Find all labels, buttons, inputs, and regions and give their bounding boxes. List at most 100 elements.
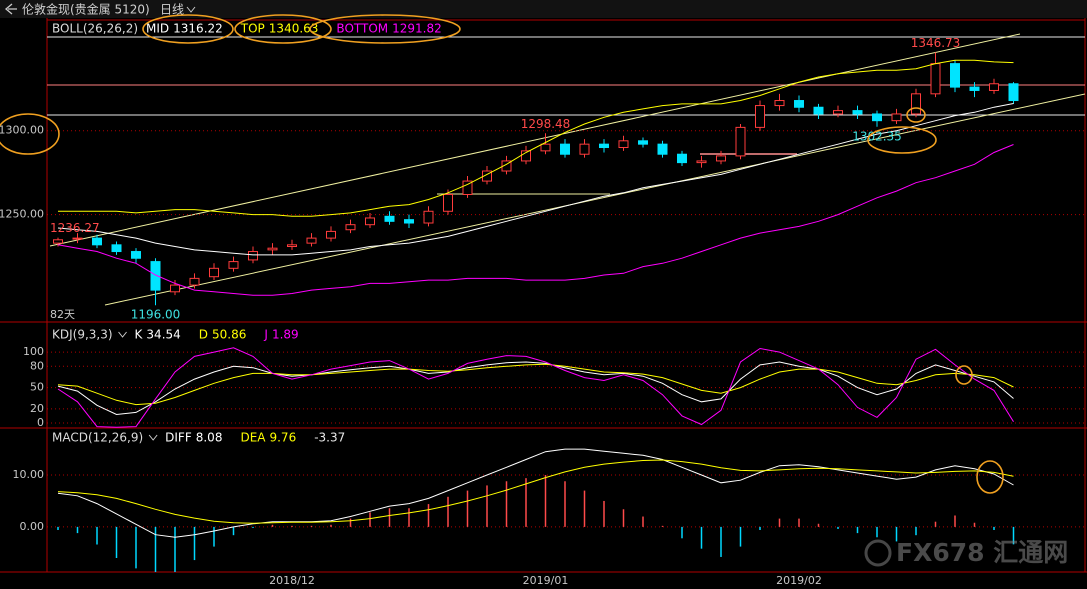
candle-body	[774, 100, 785, 107]
watermark-logo	[864, 539, 892, 567]
candle-body	[326, 230, 336, 239]
indicator-line	[58, 59, 1014, 217]
candle-body	[1008, 83, 1019, 102]
y-tick-label: 0.00	[20, 520, 45, 533]
candle-body	[599, 143, 609, 149]
legend-value: -3.37	[314, 431, 345, 445]
candle-body	[365, 217, 375, 226]
candle-body	[696, 160, 707, 164]
candle-body	[794, 100, 804, 108]
legend-name: DIFF	[165, 431, 192, 445]
indicator-line	[57, 363, 1014, 406]
highlight	[955, 365, 973, 385]
candle-body	[677, 153, 687, 164]
legend-value: 1.89	[272, 328, 299, 342]
period-label: 82天	[50, 308, 75, 321]
legend-value: 9.76	[269, 431, 296, 445]
y-tick-label: 20	[30, 402, 44, 415]
legend-name: D	[199, 328, 208, 342]
legend-name: BOTTOM	[336, 22, 388, 36]
highlight	[142, 14, 234, 44]
period-chevron[interactable]	[186, 6, 196, 13]
title-bar	[0, 0, 1087, 18]
panel	[47, 448, 1085, 572]
candle-body	[384, 215, 395, 222]
indicator-line	[57, 459, 1014, 524]
candle-body	[150, 261, 161, 291]
candle-body	[53, 239, 63, 244]
candle-body	[306, 237, 317, 244]
indicator-line	[57, 448, 1014, 538]
candle-body	[735, 126, 746, 157]
candle-body	[287, 244, 297, 247]
highlight	[234, 14, 332, 44]
indicator-line	[57, 103, 1014, 256]
candle-body	[248, 251, 258, 261]
candle-body	[228, 261, 239, 269]
panel	[47, 52, 1085, 306]
candle-body	[423, 210, 434, 224]
highlight	[0, 113, 60, 155]
y-tick-label: 80	[30, 359, 44, 372]
candle-body	[852, 110, 863, 115]
candle-body	[560, 143, 570, 155]
panel-frames	[0, 18, 1087, 573]
candle-body	[521, 150, 531, 162]
price-annotation: 1196.00	[131, 308, 181, 322]
candle-body	[482, 170, 492, 182]
price-annotation: 1298.48	[521, 117, 571, 131]
candle-body	[911, 93, 921, 115]
period-selector[interactable]: 日线	[160, 3, 184, 17]
candle-body	[716, 155, 726, 162]
candle-body	[92, 237, 102, 246]
candle-body	[989, 83, 999, 91]
y-tick-label: 0	[37, 416, 44, 429]
candle-body	[950, 63, 960, 88]
legend-value: 34.54	[146, 328, 180, 342]
indicator-name: KDJ(9,3,3)	[52, 328, 113, 342]
candle-body	[72, 237, 83, 240]
candle-body	[443, 193, 453, 212]
indicator-name: MACD(12,26,9)	[52, 431, 143, 445]
indicator-name: BOLL(26,26,2)	[52, 22, 138, 36]
candle-body	[891, 113, 902, 122]
x-tick-label: 2018/12	[269, 574, 315, 587]
indicator-line	[57, 347, 1014, 428]
candle-body	[540, 143, 551, 152]
candle-body	[462, 180, 473, 195]
candle-body	[872, 113, 882, 122]
legend-name: J	[263, 328, 268, 342]
candle-body	[267, 247, 278, 251]
highlight	[309, 14, 461, 44]
candle-body	[579, 143, 590, 155]
candle-body	[969, 86, 980, 91]
legend-name: MID	[146, 22, 169, 36]
candle-body	[404, 219, 414, 224]
panel	[47, 347, 1085, 428]
indicator-chevron	[148, 434, 158, 441]
candle-body	[209, 267, 219, 278]
data-layer: 1300.00 1250.00 1236.27 1196.00 1298.48 1302.…	[0, 22, 1085, 587]
legend-name: K	[135, 328, 144, 342]
candle-body	[755, 105, 765, 128]
candle-body	[930, 63, 941, 95]
y-tick-label: 1250.00	[0, 208, 44, 221]
indicator-line	[57, 361, 1014, 416]
candle-body	[813, 106, 824, 115]
legend-value: 8.08	[196, 431, 223, 445]
candle-body	[501, 160, 512, 172]
indicator-line	[57, 144, 1014, 296]
legend-value: 1291.82	[392, 22, 442, 36]
back-icon[interactable]	[4, 3, 17, 15]
legend-value: 1316.22	[173, 22, 223, 36]
candle-body	[345, 224, 356, 231]
price-annotation: 1302.35	[852, 129, 902, 143]
highlight	[867, 126, 937, 154]
candle-body	[189, 277, 200, 286]
legend-name: DEA	[240, 431, 266, 445]
indicator-chevron	[118, 331, 127, 338]
x-tick-label: 2019/02	[776, 574, 822, 587]
watermark: FX678 汇通网	[896, 538, 1068, 567]
